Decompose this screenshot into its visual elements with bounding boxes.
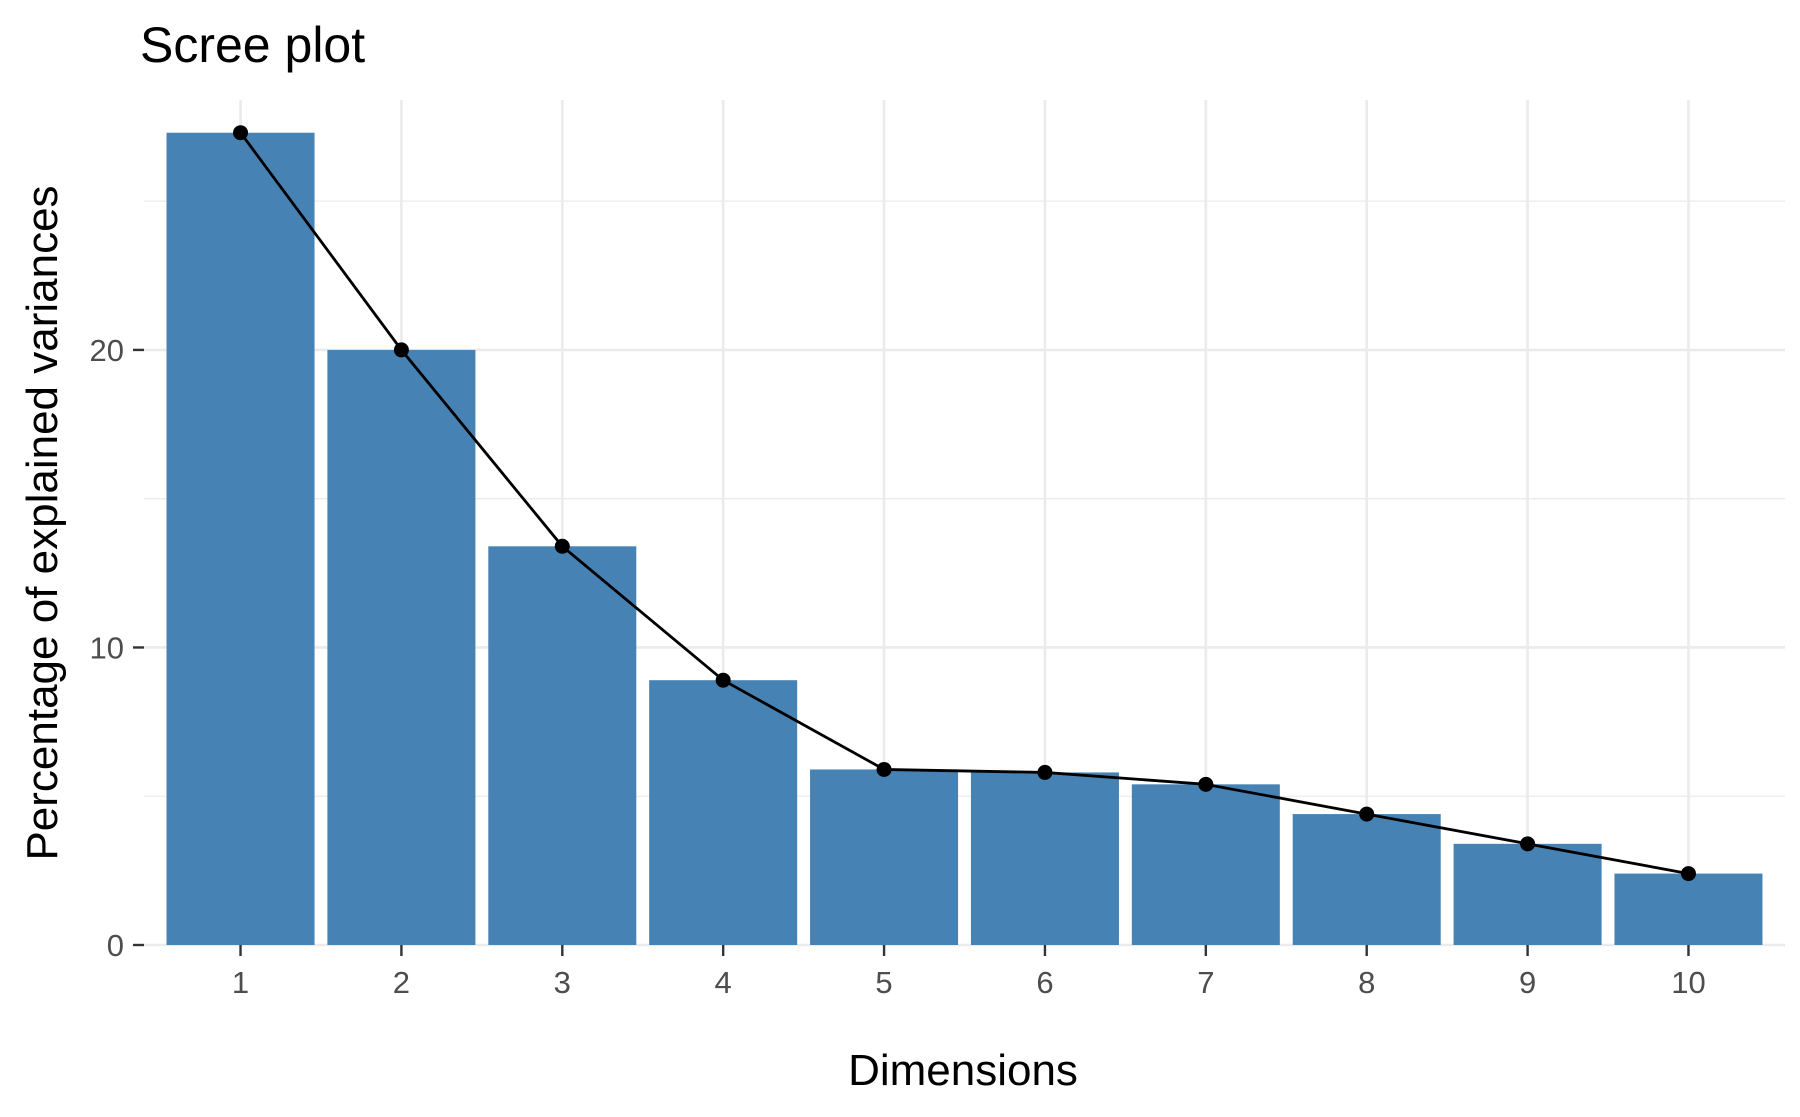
point-dimension-8: [1359, 806, 1375, 822]
point-dimension-6: [1037, 764, 1053, 780]
point-dimension-1: [233, 125, 249, 141]
axes-layer: 0 10 20 1 2 3 4 5 6 7 8 9 10: [90, 333, 1706, 1000]
variance-line: [239, 131, 1689, 875]
x-tick-label: 4: [715, 965, 732, 1000]
point-dimension-4: [715, 672, 731, 688]
y-tick-label: 0: [107, 928, 124, 963]
y-tick-label: 10: [90, 630, 124, 665]
point-dimension-5: [876, 761, 892, 777]
x-tick-label: 2: [393, 965, 410, 1000]
chart-title: Scree plot: [140, 17, 365, 73]
point-dimension-3: [554, 538, 570, 554]
bar-dimension-10: [1614, 873, 1763, 945]
point-dimension-9: [1520, 836, 1536, 852]
x-tick-label: 3: [554, 965, 571, 1000]
point-dimension-7: [1198, 776, 1214, 792]
point-dimension-10: [1680, 866, 1696, 882]
bar-dimension-4: [649, 680, 798, 945]
bar-dimension-8: [1292, 814, 1441, 945]
line-layer: [239, 131, 1689, 875]
x-tick-label: 1: [232, 965, 249, 1000]
x-axis-title: Dimensions: [848, 1046, 1078, 1095]
bar-dimension-5: [810, 769, 959, 945]
x-tick-label: 10: [1671, 965, 1705, 1000]
y-tick-label: 20: [90, 333, 124, 368]
bar-dimension-2: [327, 349, 476, 945]
x-tick-label: 8: [1358, 965, 1375, 1000]
bar-dimension-1: [166, 132, 315, 945]
bar-dimension-6: [970, 772, 1119, 945]
x-tick-label: 5: [875, 965, 892, 1000]
bars-layer: [166, 132, 1763, 945]
bar-dimension-7: [1131, 784, 1280, 945]
x-tick-label: 9: [1519, 965, 1536, 1000]
point-dimension-2: [393, 342, 409, 358]
bar-dimension-9: [1453, 843, 1602, 945]
bar-dimension-3: [488, 546, 637, 945]
x-tick-label: 7: [1197, 965, 1214, 1000]
y-axis-title: Percentage of explained variances: [18, 185, 67, 860]
points-layer: [233, 125, 1696, 882]
x-tick-label: 6: [1036, 965, 1053, 1000]
